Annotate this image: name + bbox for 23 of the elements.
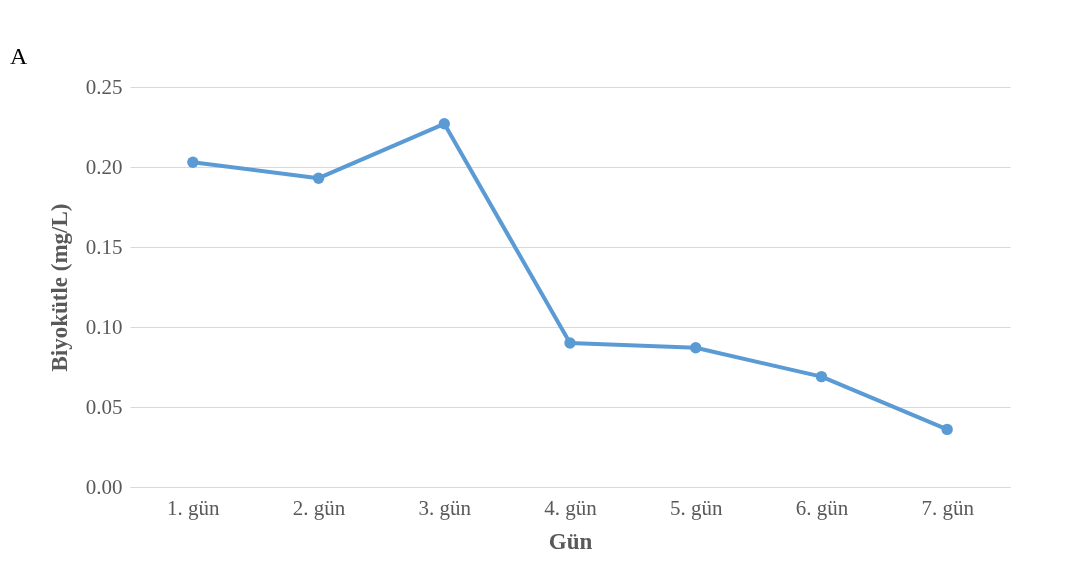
text: A	[10, 43, 28, 69]
point	[438, 118, 450, 130]
x-tick-label: 3. gün	[418, 495, 472, 520]
y-tick-label: 0.05	[85, 394, 123, 419]
x-axis-title: Gün	[548, 528, 593, 554]
point	[815, 370, 828, 383]
x-tick-label: 1. gün	[167, 495, 221, 520]
point	[690, 342, 702, 354]
x-tick-label: 2. gün	[292, 495, 346, 520]
x-tick-label: 5. gün	[669, 495, 723, 520]
point	[941, 423, 953, 436]
x-tick-label: 6. gün	[795, 495, 849, 520]
y-tick-label: 0.00	[85, 474, 123, 499]
point	[187, 156, 199, 168]
point	[564, 337, 576, 349]
y-tick-label: 0.25	[85, 74, 123, 99]
point	[312, 172, 325, 184]
y-axis-title: Biyokütle (mg/L)	[46, 203, 72, 372]
y-tick-label: 0.10	[85, 314, 123, 339]
y-tick-label: 0.15	[85, 234, 123, 259]
y-tick-label: 0.20	[85, 154, 123, 179]
x-tick-label: 7. gün	[921, 495, 975, 520]
x-tick-label: 4. gün	[544, 495, 598, 520]
